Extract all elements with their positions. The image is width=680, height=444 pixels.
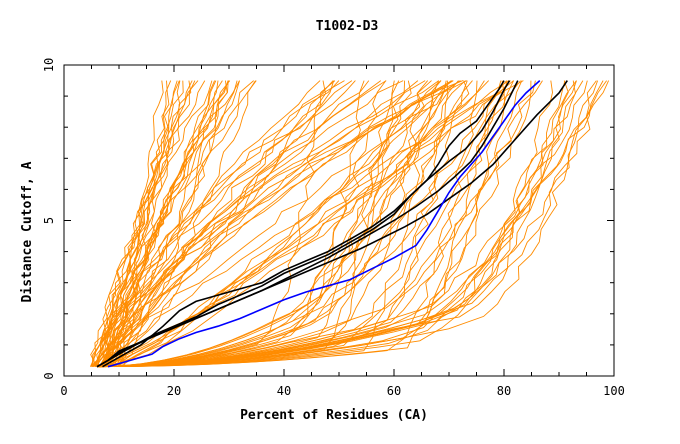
- y-tick-label: 5: [42, 217, 56, 224]
- background-model-curve: [90, 80, 206, 367]
- background-model-curve: [100, 80, 170, 367]
- background-model-curve: [117, 80, 353, 367]
- highlighted-model-line-4: [96, 80, 519, 368]
- background-model-curve: [101, 80, 514, 367]
- background-model-curve: [96, 80, 213, 367]
- background-model-curve: [94, 80, 240, 367]
- background-model-curve: [96, 80, 473, 368]
- background-model-curve: [96, 80, 470, 368]
- background-model-curve: [113, 80, 345, 367]
- background-model-curve: [102, 80, 164, 367]
- background-model-curve: [104, 80, 485, 368]
- background-model-curve: [93, 80, 216, 367]
- background-model-curve: [113, 80, 335, 368]
- background-model-curve: [96, 80, 432, 368]
- background-model-curve: [96, 80, 604, 368]
- background-model-curve: [96, 80, 412, 368]
- background-model-curve: [96, 80, 442, 368]
- background-model-curve: [109, 80, 230, 367]
- background-model-curve: [96, 80, 523, 368]
- background-model-curve: [117, 80, 453, 367]
- background-model-curve: [96, 80, 459, 368]
- highlighted-model-line-3: [102, 80, 505, 368]
- background-model-curve: [101, 80, 256, 368]
- background-model-curve: [100, 80, 199, 367]
- background-model-curve: [96, 80, 400, 368]
- background-model-curve: [93, 80, 439, 367]
- background-model-curve: [101, 80, 464, 368]
- x-tick-label: 100: [603, 384, 625, 398]
- x-tick-label: 40: [277, 384, 291, 398]
- background-model-curve: [96, 80, 466, 368]
- background-model-curve: [96, 80, 584, 368]
- background-model-curves: [89, 80, 610, 368]
- background-model-curve: [110, 80, 510, 368]
- background-model-curve: [119, 80, 461, 367]
- background-model-curve: [96, 80, 502, 368]
- background-model-curve: [96, 80, 440, 368]
- x-axis-label: Percent of Residues (CA): [240, 408, 428, 423]
- y-tick-label: 10: [42, 58, 56, 72]
- background-model-curve: [96, 80, 543, 368]
- highlighted-model-curves: [96, 80, 568, 368]
- highlighted-model-line-1: [96, 80, 568, 368]
- background-model-curve: [108, 80, 387, 367]
- background-model-curve: [96, 80, 508, 368]
- background-model-curve: [98, 80, 404, 367]
- background-model-curve: [96, 80, 597, 368]
- x-tick-label: 0: [60, 384, 67, 398]
- background-model-curve: [96, 80, 387, 368]
- background-model-curve: [101, 80, 180, 367]
- background-model-curve: [96, 80, 326, 368]
- highlighted-model-line-2: [96, 80, 511, 368]
- background-model-curve: [115, 80, 370, 367]
- axes: 0 20 40 60 80 100 0 5 10: [42, 58, 625, 398]
- background-model-curve: [96, 80, 553, 368]
- background-model-curve: [91, 80, 229, 367]
- background-model-curve: [96, 80, 365, 368]
- background-model-curve: [92, 80, 184, 367]
- background-model-curve: [106, 80, 452, 367]
- chart-title: T1002-D3: [316, 19, 379, 34]
- highlighted-model-line-5: [107, 80, 541, 368]
- background-model-curve: [96, 80, 569, 368]
- x-tick-label: 20: [167, 384, 181, 398]
- background-model-curve: [96, 80, 429, 368]
- background-model-curve: [96, 80, 566, 368]
- y-tick-label: 0: [42, 372, 56, 379]
- background-model-curve: [89, 80, 356, 367]
- x-tick-label: 80: [497, 384, 511, 398]
- background-model-curve: [96, 80, 536, 368]
- y-axis-label: Distance Cutoff, A: [20, 161, 35, 302]
- x-tick-label: 60: [387, 384, 401, 398]
